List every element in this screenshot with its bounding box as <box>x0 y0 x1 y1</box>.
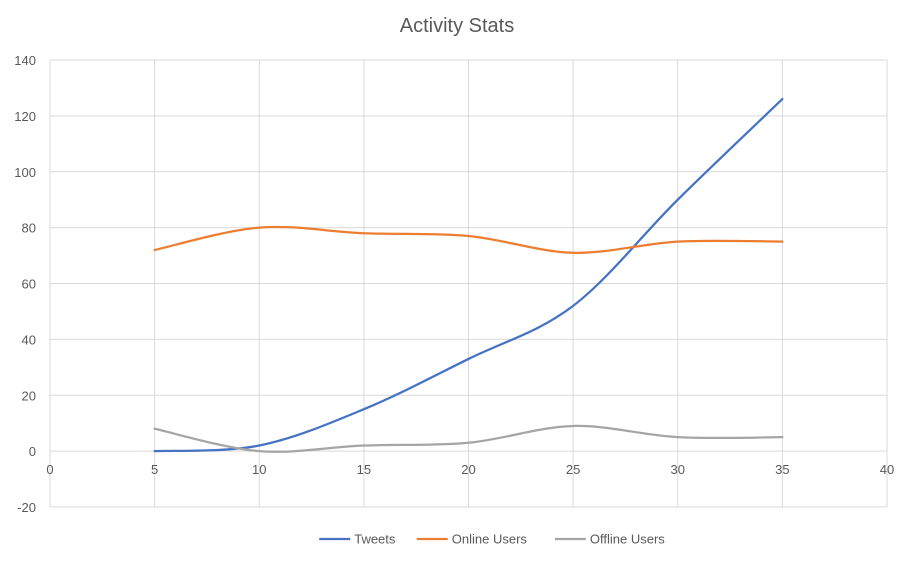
legend: Tweets Online Users Offline Users <box>319 532 665 547</box>
gridlines <box>49 59 888 508</box>
y-tick-label: -20 <box>17 500 36 515</box>
y-tick-label: 140 <box>14 53 36 68</box>
x-tick-label: 25 <box>566 462 580 477</box>
series-line-tweets <box>153 97 784 453</box>
chart-title: Activity Stats <box>400 15 514 37</box>
x-tick-label: 5 <box>151 462 158 477</box>
axis-tick-labels: 0 5 10 15 20 25 30 35 40 -20 0 20 40 60 80 100 120 140 <box>14 53 894 515</box>
x-tick-label: 30 <box>671 462 685 477</box>
legend-item-tweets: Tweets <box>319 532 396 547</box>
x-tick-label: 20 <box>461 462 475 477</box>
y-tick-label: 20 <box>22 388 36 403</box>
legend-label: Offline Users <box>590 532 665 547</box>
legend-item-offline-users: Offline Users <box>554 532 665 547</box>
y-tick-label: 80 <box>22 221 36 236</box>
series-line-online-users <box>153 225 784 254</box>
x-tick-label: 40 <box>880 462 894 477</box>
legend-label: Online Users <box>452 532 528 547</box>
legend-label: Tweets <box>354 532 396 547</box>
y-tick-label: 40 <box>22 332 36 347</box>
y-tick-label: 60 <box>22 277 36 292</box>
legend-item-online-users: Online Users <box>416 532 528 547</box>
y-tick-label: 120 <box>14 109 36 124</box>
series-line-offline-users <box>153 424 784 453</box>
y-tick-label: 100 <box>14 165 36 180</box>
series-lines <box>153 97 784 453</box>
x-tick-label: 35 <box>775 462 789 477</box>
x-tick-label: 0 <box>46 462 53 477</box>
y-tick-label: 0 <box>29 444 36 459</box>
x-tick-label: 10 <box>252 462 266 477</box>
x-tick-label: 15 <box>357 462 371 477</box>
